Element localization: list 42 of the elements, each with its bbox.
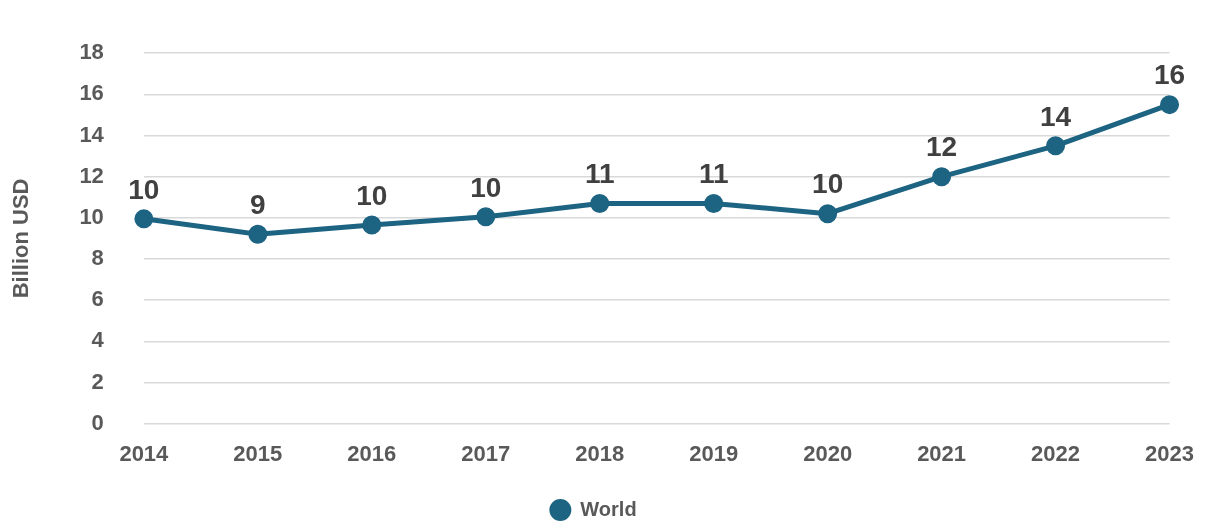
x-tick-label: 2020 [803,440,853,466]
point [248,224,268,244]
data-label: 14 [1039,100,1072,132]
point [1046,136,1066,156]
x-tick-label: 2019 [689,440,739,466]
x-tick-label: 2015 [233,440,283,466]
data-label: 11 [584,158,615,190]
data-label: 16 [1153,59,1186,91]
y-axis-title: Billion USD [8,178,34,299]
y-tick-label: 12 [79,162,104,188]
x-tick-label: 2023 [1145,440,1195,466]
x-tick-label: 2017 [461,440,511,466]
data-label: 9 [250,189,266,220]
data-label: 12 [926,131,958,163]
data-label: 11 [698,158,729,190]
data-label: 10 [470,171,502,203]
legend-label: World [580,497,637,520]
data-label: 10 [812,168,844,200]
point [704,193,724,213]
x-tick-label: 2021 [917,440,967,466]
y-tick-label: 0 [91,409,104,435]
x-tick-label: 2022 [1031,440,1081,466]
point [932,167,952,187]
point [476,207,496,227]
y-tick-label: 8 [91,245,104,271]
y-tick-label: 16 [79,80,104,106]
x-tick-label: 2014 [119,440,170,466]
data-label: 10 [356,179,388,211]
y-tick-label: 6 [91,286,104,312]
x-tick-label: 2018 [575,440,625,466]
y-tick-label: 10 [79,203,104,229]
point [362,215,382,235]
y-tick-label: 2 [91,368,104,394]
y-tick-label: 14 [79,121,105,147]
x-tick-label: 2016 [347,440,397,466]
point [1160,95,1180,115]
y-tick-label: 4 [91,327,105,353]
point [590,193,610,213]
point [818,204,838,224]
point [134,209,154,229]
y-tick-label: 18 [79,39,104,65]
data-label: 10 [128,173,160,205]
